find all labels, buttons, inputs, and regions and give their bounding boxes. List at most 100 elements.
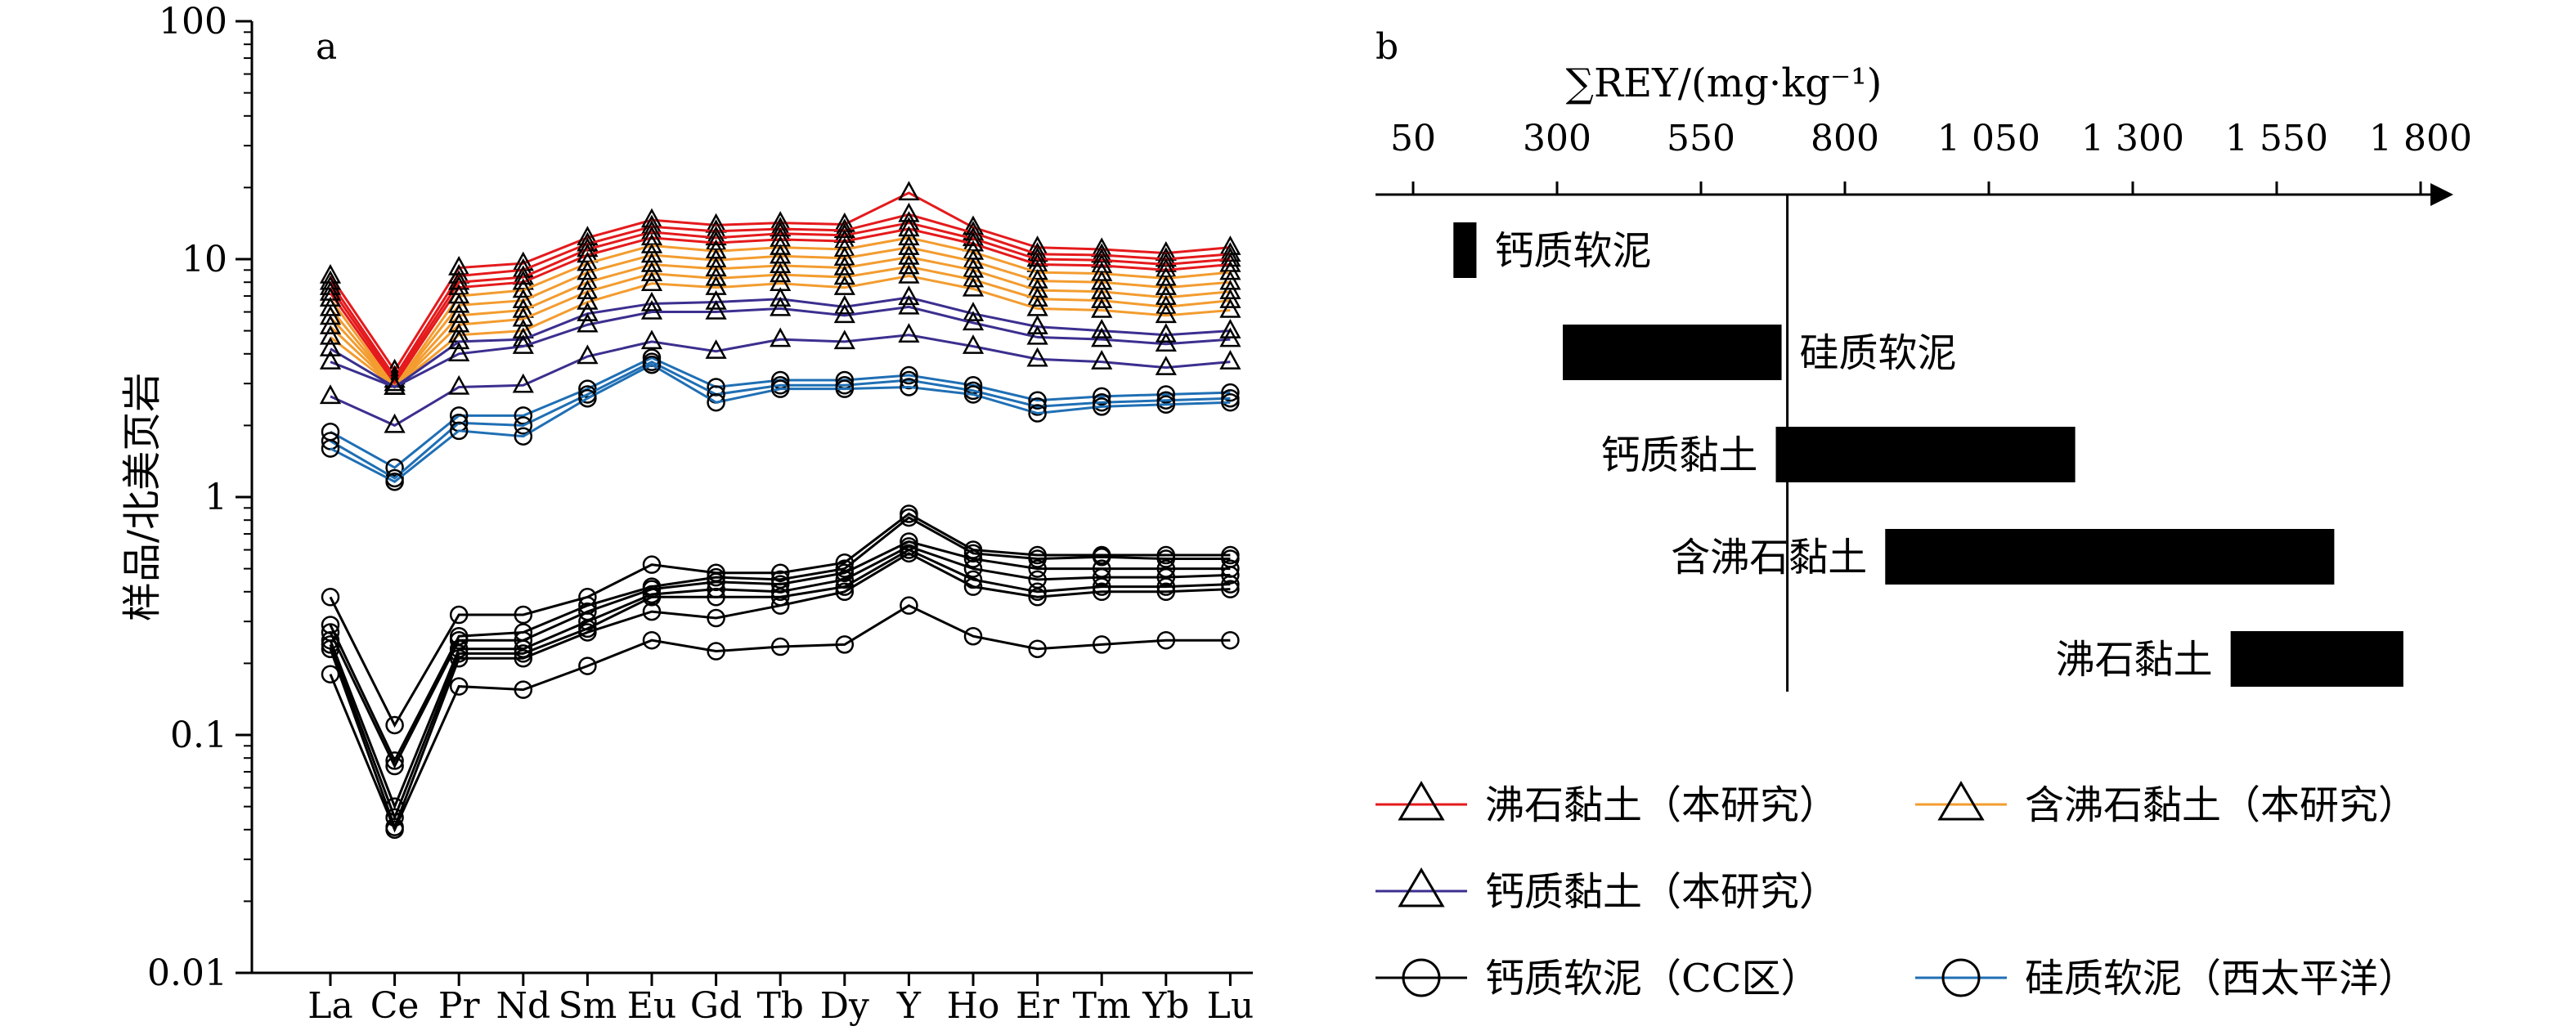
- series-point: [898, 285, 920, 306]
- series-point: [1155, 266, 1177, 286]
- series-point: [1156, 577, 1176, 596]
- panel-b-axis-arrow: [2430, 183, 2453, 206]
- series-point: [898, 181, 920, 201]
- series-line: [329, 512, 1231, 728]
- series-point: [1026, 325, 1048, 345]
- series-line: [330, 363, 1231, 484]
- series-point: [833, 294, 855, 315]
- series-point: [770, 570, 790, 589]
- series-point: [770, 296, 792, 316]
- series-point: [770, 379, 790, 398]
- series-point: [642, 602, 662, 621]
- series-point: [448, 374, 470, 395]
- series-point: [962, 258, 985, 278]
- x-tick-label: 300: [1523, 118, 1591, 159]
- series-point: [319, 315, 342, 334]
- x-tick-label: 800: [1811, 118, 1879, 159]
- panel-b-x-ticks: 50 300 550 800 1 050 1 300 1 550 1 800: [1390, 118, 2472, 195]
- series-point: [1219, 350, 1241, 370]
- series-point: [512, 298, 534, 318]
- series-point: [1156, 395, 1176, 414]
- series-line: [329, 516, 1231, 764]
- series-point: [578, 623, 597, 642]
- series-point: [770, 217, 792, 237]
- range-bar-label: 钙质黏土: [1601, 432, 1758, 478]
- series-point: [707, 392, 725, 412]
- series-point: [1028, 404, 1047, 423]
- series-point: [1219, 247, 1241, 267]
- series-point: [1155, 323, 1177, 343]
- series-point: [835, 379, 855, 398]
- series-point: [707, 588, 725, 607]
- series-point: [1156, 630, 1176, 650]
- x-tick-label: Dy: [820, 985, 869, 1027]
- x-tick-label: 1 050: [1937, 118, 2040, 159]
- series-point: [705, 299, 727, 320]
- series-point: [1221, 383, 1240, 402]
- panel-a-x-ticks: La Ce Pr Nd Sm Eu Gd Tb Dy Y Ho Er Tm Yb Lu: [307, 973, 1254, 1027]
- series-point: [1092, 387, 1111, 406]
- series-point: [833, 246, 855, 266]
- series-point: [640, 299, 663, 320]
- series-point: [833, 303, 855, 324]
- series-point: [385, 751, 404, 770]
- series-point: [1092, 392, 1111, 412]
- series-point: [640, 233, 663, 253]
- series-point: [900, 378, 918, 397]
- series-point: [1028, 582, 1047, 602]
- panel-b-x-axis-title: ∑REY/(mg·kg⁻¹): [1566, 60, 1883, 106]
- series-point: [1219, 289, 1241, 308]
- series-point: [449, 648, 469, 668]
- series-point: [770, 287, 792, 307]
- series-point: [385, 715, 404, 735]
- series-point: [770, 211, 792, 231]
- series-point: [1092, 397, 1111, 416]
- series-point: [1028, 397, 1047, 416]
- series-line: [329, 222, 1231, 383]
- series-point: [963, 577, 983, 596]
- series-point: [514, 644, 533, 663]
- series-point: [385, 458, 404, 477]
- series-point: [898, 235, 920, 255]
- legend-marker: [1937, 781, 1985, 821]
- x-tick-label: Gd: [690, 985, 742, 1027]
- series-point: [1028, 391, 1047, 410]
- series-point: [705, 289, 727, 310]
- series-point: [1091, 350, 1113, 370]
- legend-label: 硅质软泥（西太平洋）: [2025, 956, 2417, 1001]
- x-tick-label: Tm: [1073, 985, 1131, 1027]
- series-point: [898, 217, 920, 237]
- series-point: [319, 337, 342, 356]
- x-tick-label: Tb: [756, 985, 804, 1027]
- series-point: [1091, 298, 1113, 318]
- series-point: [1092, 548, 1111, 567]
- series-point: [640, 262, 663, 281]
- series-point: [1091, 319, 1113, 338]
- x-tick-label: Er: [1016, 985, 1060, 1027]
- series-point: [512, 373, 534, 393]
- x-tick-label: 550: [1667, 118, 1735, 159]
- series-point: [577, 251, 599, 271]
- series-point: [640, 271, 663, 292]
- series-point: [448, 329, 470, 350]
- series-point: [1092, 577, 1111, 596]
- x-tick-label: 50: [1390, 118, 1436, 159]
- range-bar: [1885, 529, 2335, 585]
- series-point: [512, 334, 534, 354]
- series-point: [1028, 588, 1047, 607]
- series-point: [514, 605, 533, 625]
- series-point: [900, 508, 918, 527]
- series-point: [898, 226, 920, 246]
- series-point: [962, 276, 985, 297]
- legend-marker: [1398, 867, 1445, 907]
- x-tick-label: Ce: [370, 985, 420, 1027]
- series-point: [1026, 315, 1048, 334]
- series-point: [319, 305, 342, 325]
- series-point: [321, 665, 340, 683]
- series-point: [705, 266, 727, 286]
- series-point: [1221, 566, 1240, 585]
- panel-a-y-axis-title: 样品/北美页岩: [119, 373, 165, 621]
- series-point: [1155, 276, 1177, 295]
